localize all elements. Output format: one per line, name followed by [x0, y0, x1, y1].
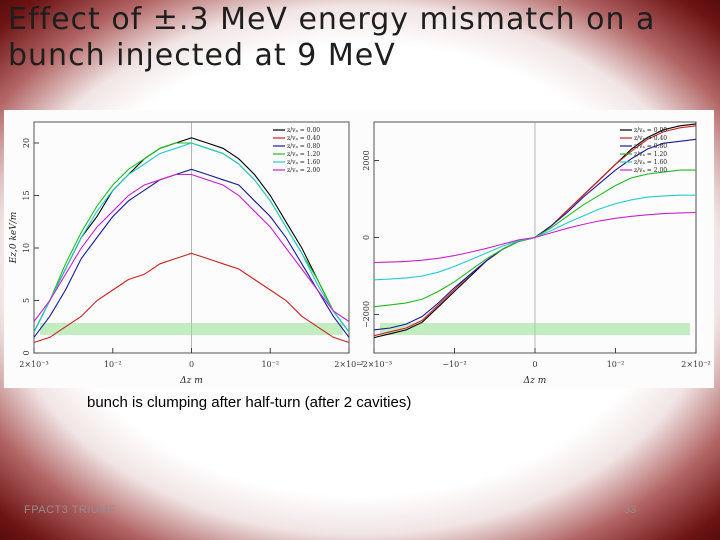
x-tick-label-0-4: 2×10⁻² — [334, 360, 363, 369]
slide-number: 33 — [624, 504, 637, 516]
series-line-0-4 — [33, 142, 350, 333]
y-tick-label-0-0: 0 — [22, 350, 31, 355]
x-tick-label-0-3: 10⁻² — [261, 360, 279, 369]
legend-label-0-3: z/vₐ = 1.20 — [287, 151, 320, 158]
y-tick-label-1-0: −2000 — [362, 301, 371, 328]
caption: bunch is clumping after half-turn (after… — [87, 394, 412, 411]
x-tick-label-1-0: −2×10⁻³ — [356, 360, 392, 369]
x-tick-label-0-1: 10⁻² — [104, 360, 122, 369]
x-tick-label-1-3: 10⁻² — [607, 360, 625, 369]
title-line-2: bunch injected at 9 MeV — [8, 38, 396, 73]
footer-label: FPACT3 TRIUMF — [24, 504, 117, 516]
bunch-band-0 — [40, 323, 343, 335]
y-tick-label-0-3: 15 — [22, 190, 31, 200]
y-tick-label-0-2: 10 — [22, 243, 31, 253]
figure: 2×10⁻³ 10⁻² 0 10⁻² 2×10⁻² 0 5 10 15 20 Δz m Ez,0 ke… — [4, 110, 714, 388]
x-axis-label-0: Δz m — [179, 376, 203, 386]
y-tick-label-1-1: 0 — [362, 235, 371, 240]
legend-label-1-3: z/vₐ = 1.20 — [634, 151, 667, 158]
y-axis-label-0: Ez,0 keV/m — [9, 212, 19, 265]
y-tick-label-0-4: 20 — [22, 138, 31, 148]
legend-label-0-4: z/vₐ = 1.60 — [287, 159, 320, 166]
title-line-1: Effect of ±.3 MeV energy mismatch on a — [8, 2, 656, 37]
legend-label-1-4: z/vₐ = 1.60 — [634, 159, 667, 166]
legend-label-0-5: z/vₐ = 2.00 — [287, 167, 320, 174]
x-tick-label-1-2: 0 — [532, 360, 537, 369]
x-tick-label-0-0: 2×10⁻³ — [19, 360, 48, 369]
y-tick-label-1-2: 2000 — [362, 150, 371, 170]
x-tick-label-0-2: 0 — [189, 360, 194, 369]
slide-title: Effect of ±.3 MeV energy mismatch on a b… — [8, 2, 708, 74]
legend-label-1-5: z/vₐ = 2.00 — [634, 167, 667, 174]
legend-label-1-1: z/vₐ = 0.40 — [634, 135, 667, 142]
x-axis-label-1: Δz m — [523, 376, 547, 386]
plots-figure: 2×10⁻³ 10⁻² 0 10⁻² 2×10⁻² 0 5 10 15 20 Δz m Ez,0 ke… — [9, 121, 711, 386]
legend-label-0-2: z/vₐ = 0.80 — [287, 143, 320, 150]
series-line-0-0 — [33, 137, 350, 333]
series-line-0-1 — [33, 252, 350, 344]
legend-label-0-0: z/vₐ = 0.00 — [287, 127, 320, 134]
y-tick-label-0-1: 5 — [22, 298, 31, 303]
legend-label-1-2: z/vₐ = 0.80 — [634, 143, 667, 150]
series-line-0-5 — [33, 173, 350, 322]
x-tick-label-1-4: 2×10⁻² — [681, 360, 710, 369]
legend-label-1-0: z/vₐ = 0.00 — [634, 127, 667, 134]
legend-label-0-1: z/vₐ = 0.40 — [287, 135, 320, 142]
series-line-0-2 — [33, 168, 350, 338]
bunch-band-1 — [380, 323, 690, 335]
x-tick-label-1-1: −10⁻² — [442, 360, 466, 369]
series-line-1-5 — [373, 211, 697, 264]
